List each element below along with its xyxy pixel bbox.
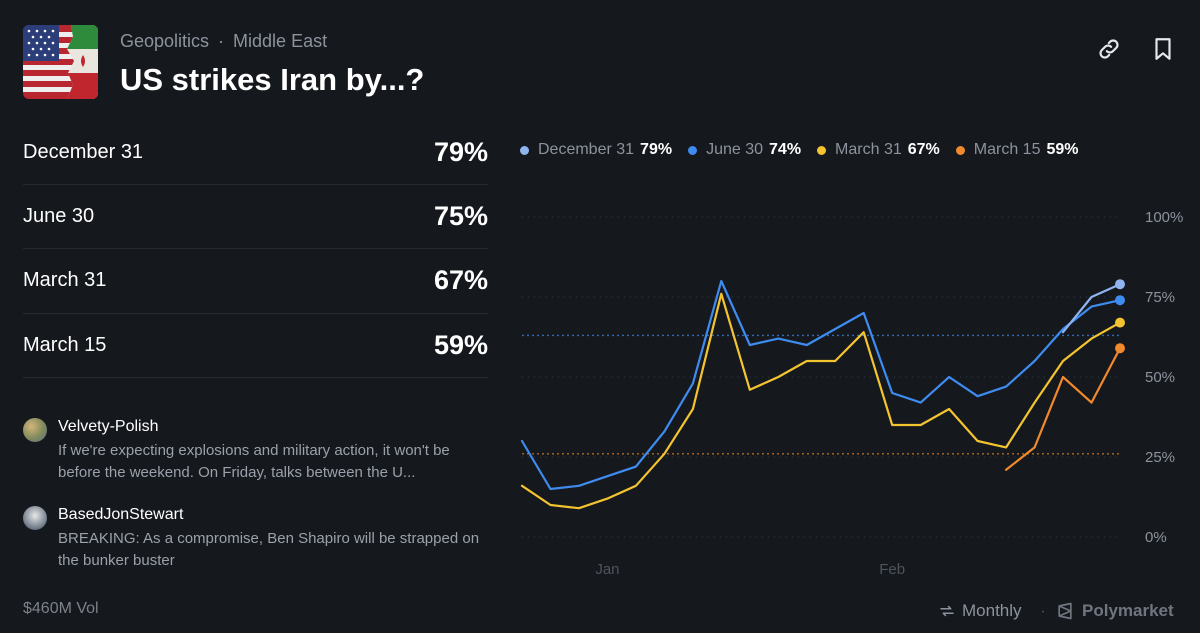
endpoint-marker-march-31 (1115, 317, 1125, 328)
comment-text: BREAKING: As a compromise, Ben Shapiro w… (58, 530, 480, 569)
page-title: US strikes Iran by...? (120, 62, 425, 97)
legend-value: 74% (769, 141, 802, 158)
divider (23, 248, 488, 249)
comment-username[interactable]: BasedJonStewart (58, 506, 184, 523)
bookmark-icon (1155, 38, 1171, 60)
outcome-percent: 67% (433, 264, 488, 295)
endpoint-marker-march-15 (1115, 343, 1125, 354)
y-tick-label: 100% (1145, 209, 1183, 226)
comment-item[interactable]: Velvety-Polish If we're expecting explos… (23, 418, 493, 488)
interval-label: Monthly (962, 601, 1022, 620)
divider (23, 313, 488, 314)
outcome-name: December 31 (23, 140, 144, 163)
bookmark-button[interactable] (1150, 36, 1176, 62)
legend-label: March 31 (835, 141, 902, 158)
breadcrumb-subcategory[interactable]: Middle East (233, 31, 328, 51)
y-tick-label: 25% (1145, 449, 1175, 466)
legend-dot (955, 145, 965, 155)
link-icon (1099, 39, 1119, 59)
x-tick-label: Jan (595, 561, 619, 578)
avatar[interactable] (23, 506, 47, 530)
polymarket-brand[interactable]: Polymarket (1055, 599, 1174, 623)
legend-label: June 30 (706, 141, 764, 158)
brand-label: Polymarket (1082, 601, 1174, 620)
divider (23, 184, 488, 185)
comment-username[interactable]: Velvety-Polish (58, 418, 159, 435)
outcome-percent: 79% (433, 136, 488, 167)
comment-text: If we're expecting explosions and milita… (58, 442, 450, 481)
series-line-december-31 (1061, 283, 1122, 334)
series-line-june-30 (520, 279, 1122, 491)
legend-item-december-31: December 31 79% (520, 141, 672, 159)
legend-dot (817, 145, 827, 155)
series-line-march-31 (520, 292, 1122, 510)
outcome-name: March 31 (23, 268, 107, 291)
endpoint-marker-june-30 (1115, 295, 1125, 306)
copy-link-button[interactable] (1096, 36, 1122, 62)
x-tick-label: Feb (879, 561, 905, 578)
outcome-name: March 15 (23, 333, 107, 356)
outcome-row-march-15[interactable]: March 15 59% (23, 313, 488, 377)
outcome-percent: 75% (433, 200, 488, 231)
footer-separator: · (1040, 601, 1046, 620)
chart-legend: December 31 79% June 30 74% March 31 67%… (520, 140, 1095, 160)
comment-item[interactable]: BasedJonStewart BREAKING: As a compromis… (23, 506, 493, 572)
breadcrumb-category[interactable]: Geopolitics (120, 31, 210, 51)
y-tick-label: 75% (1145, 289, 1175, 306)
outcome-percent: 59% (433, 329, 488, 360)
legend-label: December 31 (538, 141, 635, 158)
outcome-row-december-31[interactable]: December 31 79% (23, 120, 488, 184)
legend-dot (688, 145, 698, 155)
y-tick-label: 0% (1145, 529, 1167, 546)
legend-value: 67% (907, 141, 940, 158)
outcome-name: June 30 (23, 204, 95, 227)
legend-dot (520, 145, 529, 155)
us-iran-flag-icon (23, 25, 98, 99)
divider (23, 377, 488, 378)
market-image (23, 25, 98, 99)
avatar[interactable] (23, 418, 47, 442)
legend-label: March 15 (973, 141, 1041, 158)
interval-toggle[interactable]: Monthly (938, 599, 1022, 623)
y-tick-label: 50% (1145, 369, 1175, 386)
repeat-icon (940, 605, 954, 617)
polymarket-logo-icon (1058, 602, 1072, 620)
legend-item-march-15: March 15 59% (955, 141, 1079, 159)
outcome-row-june-30[interactable]: June 30 75% (23, 184, 488, 248)
breadcrumb: Geopolitics · Middle East (120, 31, 328, 51)
legend-item-march-31: March 31 67% (817, 141, 940, 159)
outcome-row-march-31[interactable]: March 31 67% (23, 248, 488, 312)
volume-label: $460M Vol (23, 600, 99, 617)
legend-item-june-30: June 30 74% (688, 141, 801, 159)
legend-value: 59% (1046, 141, 1079, 158)
series-line-march-15 (1005, 347, 1122, 471)
endpoint-marker-december-31 (1115, 279, 1125, 290)
legend-value: 79% (640, 141, 673, 158)
